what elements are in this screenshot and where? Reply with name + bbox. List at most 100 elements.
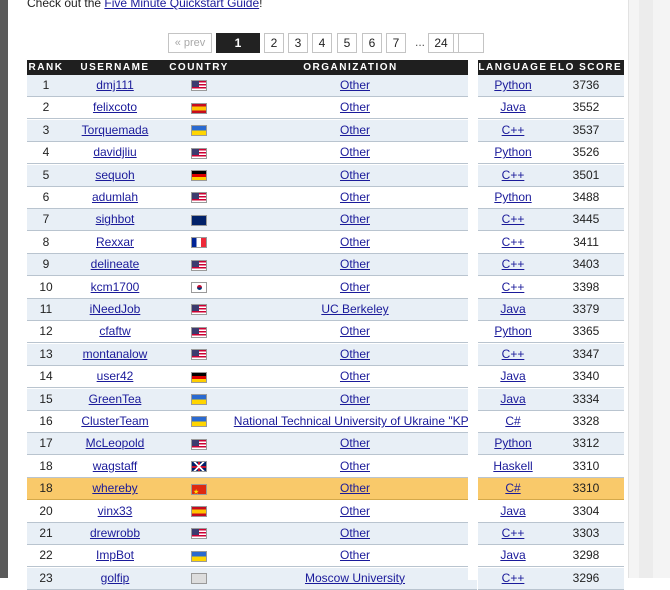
organization-link[interactable]: Other [339, 145, 370, 160]
language-link[interactable]: C++ [501, 122, 525, 137]
organization-cell: Moscow University [233, 567, 477, 590]
language-cell: Java [478, 545, 548, 568]
prev-page-button[interactable]: « prev [168, 33, 212, 53]
username-link[interactable]: Torquemada [81, 122, 149, 137]
language-link[interactable]: C++ [501, 526, 525, 540]
organization-link[interactable]: Other [339, 436, 370, 451]
language-link[interactable]: Python [494, 78, 532, 92]
page-2-button[interactable]: 2 [264, 33, 284, 53]
organization-link[interactable]: National Technical University of Ukraine… [233, 414, 477, 428]
language-link[interactable]: Java [500, 302, 526, 316]
language-link[interactable]: Java [500, 369, 526, 384]
table-row: 14 user42 Other Java 3340 [27, 366, 624, 389]
organization-link[interactable]: Other [339, 481, 370, 496]
country-flag-icon [191, 528, 207, 540]
organization-link[interactable]: Other [339, 346, 370, 361]
organization-link[interactable]: Other [339, 100, 370, 115]
organization-link[interactable]: Other [339, 78, 370, 92]
language-link[interactable]: Java [500, 503, 526, 518]
username-link[interactable]: Rexxar [95, 234, 134, 249]
organization-link[interactable]: Other [339, 212, 370, 227]
organization-link[interactable]: UC Berkeley [321, 302, 389, 316]
language-link[interactable]: C++ [501, 257, 525, 272]
username-link[interactable]: iNeedJob [89, 302, 141, 316]
page-4-button[interactable]: 4 [312, 33, 332, 53]
language-link[interactable]: Java [500, 100, 526, 115]
rank-cell: 6 [27, 187, 65, 209]
scrollbar-track[interactable] [639, 0, 653, 578]
organization-link[interactable]: Other [339, 548, 370, 563]
page-7-button[interactable]: 7 [386, 33, 406, 53]
elo-score-cell: 3411 [548, 231, 624, 254]
organization-cell: Other [233, 478, 477, 501]
language-link[interactable]: Java [500, 548, 526, 563]
username-link[interactable]: sequoh [95, 167, 135, 182]
username-link[interactable]: felixcoto [92, 100, 138, 115]
username-link[interactable]: GreenTea [88, 391, 142, 406]
organization-link[interactable]: Other [339, 257, 370, 272]
username-cell: sighbot [65, 209, 165, 232]
language-link[interactable]: Python [494, 436, 532, 451]
page-5-button[interactable]: 5 [337, 33, 357, 53]
username-link[interactable]: montanalow [82, 346, 148, 361]
language-link[interactable]: Haskell [493, 458, 533, 473]
quickstart-guide-link[interactable]: Five Minute Quickstart Guide [104, 0, 260, 10]
language-link[interactable]: C++ [501, 167, 525, 182]
organization-cell: Other [233, 209, 477, 232]
organization-link[interactable]: Other [339, 167, 370, 182]
page-6-button[interactable]: 6 [362, 33, 382, 53]
organization-link[interactable]: Other [339, 190, 370, 204]
next-page-button[interactable] [458, 33, 484, 53]
organization-link[interactable]: Other [339, 503, 370, 518]
username-link[interactable]: whereby [92, 481, 138, 496]
username-link[interactable]: davidjliu [93, 145, 137, 160]
table-row: 6 adumlah Other Python 3488 [27, 187, 624, 209]
username-link[interactable]: ClusterTeam [81, 414, 149, 428]
username-cell: felixcoto [65, 97, 165, 120]
language-link[interactable]: Python [494, 324, 532, 339]
username-link[interactable]: adumlah [91, 190, 139, 204]
username-link[interactable]: user42 [96, 369, 134, 384]
username-link[interactable]: kcm1700 [90, 279, 140, 294]
table-row: 10 kcm1700 Other C++ 3398 [27, 276, 624, 299]
elo-score-cell: 3552 [548, 97, 624, 120]
organization-link[interactable]: Other [339, 391, 370, 406]
language-link[interactable]: C# [505, 481, 521, 496]
organization-link[interactable]: Other [339, 458, 370, 473]
username-link[interactable]: ImpBot [95, 548, 134, 563]
language-link[interactable]: C++ [501, 346, 525, 361]
language-link[interactable]: C++ [501, 234, 525, 249]
username-link[interactable]: dmj111 [96, 78, 134, 92]
username-link[interactable]: wagstaff [92, 458, 138, 473]
rank-cell: 21 [27, 523, 65, 545]
language-link[interactable]: C++ [501, 279, 525, 294]
organization-link[interactable]: Other [339, 279, 370, 294]
language-link[interactable]: C++ [501, 212, 525, 227]
language-link[interactable]: Java [500, 391, 526, 406]
page-3-button[interactable]: 3 [288, 33, 308, 53]
username-cell: wagstaff [65, 455, 165, 478]
organization-link[interactable]: Other [339, 234, 370, 249]
header-rank: RANK [27, 60, 65, 75]
elo-score-cell: 3537 [548, 119, 624, 142]
organization-link[interactable]: Other [339, 122, 370, 137]
language-link[interactable]: Python [494, 145, 532, 160]
language-link[interactable]: C# [505, 414, 521, 428]
organization-cell: Other [233, 187, 477, 209]
page-24-button[interactable]: 24 [428, 33, 454, 53]
organization-link[interactable]: Other [339, 526, 370, 540]
organization-link[interactable]: Other [339, 324, 370, 339]
username-link[interactable]: delineate [90, 257, 140, 272]
country-flag-icon [191, 461, 207, 473]
page-1-button[interactable]: 1 [216, 33, 260, 53]
username-link[interactable]: sighbot [95, 212, 135, 227]
language-cell: Java [478, 500, 548, 523]
username-link[interactable]: vinx33 [97, 503, 133, 518]
organization-cell: Other [233, 119, 477, 142]
organization-link[interactable]: Other [339, 369, 370, 384]
username-link[interactable]: McLeopold [85, 436, 145, 451]
username-link[interactable]: cfaftw [99, 324, 131, 339]
language-link[interactable]: Python [494, 190, 532, 204]
elo-score-cell: 3445 [548, 209, 624, 232]
username-link[interactable]: drewrobb [89, 526, 141, 540]
